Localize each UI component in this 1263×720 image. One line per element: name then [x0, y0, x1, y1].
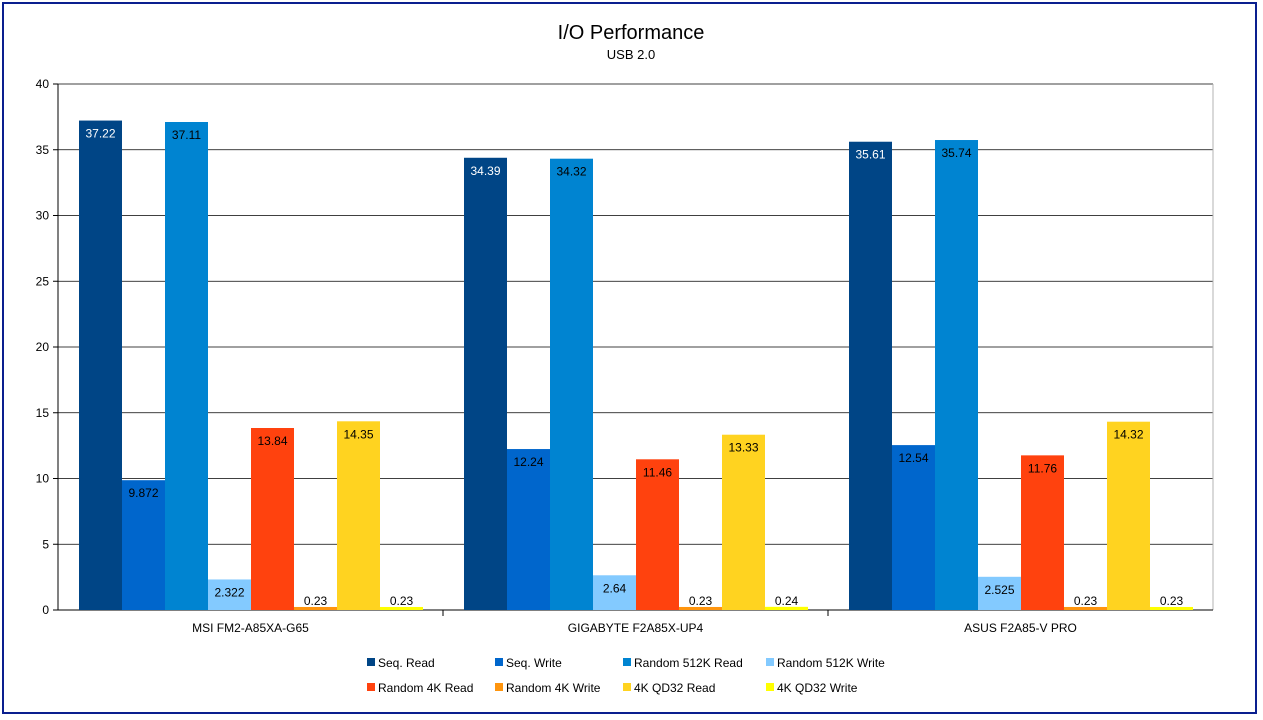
data-label: 0.23: [689, 594, 713, 608]
bar-3-1: [593, 575, 636, 610]
bar-1-1: [507, 449, 550, 610]
bar-3-2: [978, 576, 1021, 610]
bar-4-0: [251, 428, 294, 610]
data-label: 11.76: [1028, 461, 1057, 475]
data-label: 14.35: [343, 427, 373, 441]
data-label: 34.39: [470, 164, 500, 178]
bar-6-0: [337, 421, 380, 610]
bar-0-0: [79, 120, 122, 610]
bar-1-2: [892, 445, 935, 610]
bar-5-1: [679, 606, 722, 610]
chart-subtitle: USB 2.0: [607, 47, 655, 62]
bar-1-0: [122, 480, 165, 610]
legend-swatch: [766, 683, 774, 691]
data-label: 2.525: [984, 583, 1014, 597]
data-label: 0.23: [1074, 594, 1098, 608]
y-tick-label: 40: [36, 77, 50, 91]
legend-swatch: [623, 658, 631, 666]
y-tick-label: 0: [42, 603, 49, 617]
y-tick-label: 10: [36, 472, 50, 486]
data-label: 13.84: [257, 434, 287, 448]
legend-label: Seq. Read: [378, 656, 435, 670]
legend-swatch: [495, 683, 503, 691]
y-tick-label: 20: [36, 340, 50, 354]
legend-swatch: [623, 683, 631, 691]
bar-2-0: [165, 122, 208, 610]
legend-label: Random 4K Read: [378, 681, 473, 695]
data-label: 37.11: [172, 128, 201, 142]
chart-title: I/O Performance: [558, 22, 705, 44]
data-label: 2.64: [603, 581, 627, 595]
data-label: 37.22: [85, 127, 115, 141]
y-tick-label: 25: [36, 274, 50, 288]
bar-2-1: [550, 158, 593, 610]
bar-2-2: [935, 140, 978, 611]
bar-4-2: [1021, 455, 1064, 610]
data-label: 34.32: [556, 165, 586, 179]
bar-0-1: [464, 157, 507, 611]
legend-label: Random 512K Write: [777, 656, 885, 670]
y-tick-label: 5: [42, 537, 49, 551]
legend-swatch: [766, 658, 774, 666]
data-label: 11.46: [643, 465, 672, 479]
data-label: 35.74: [941, 146, 971, 160]
data-label: 0.23: [1160, 594, 1184, 608]
legend-swatch: [495, 658, 503, 666]
y-tick-label: 35: [36, 143, 50, 157]
data-label: 14.32: [1113, 428, 1143, 442]
data-label: 0.23: [304, 594, 328, 608]
bar-7-0: [380, 606, 423, 610]
category-label: ASUS F2A85-V PRO: [964, 621, 1077, 635]
legend-swatch: [367, 683, 375, 691]
data-label: 12.54: [898, 451, 928, 465]
legend-label: Random 512K Read: [634, 656, 743, 670]
data-label: 0.24: [775, 594, 799, 608]
data-label: 12.24: [513, 455, 543, 469]
bar-5-2: [1064, 606, 1107, 610]
data-label: 9.872: [128, 486, 158, 500]
bar-6-1: [722, 434, 765, 610]
y-tick-label: 15: [36, 406, 50, 420]
bar-0-2: [849, 141, 892, 610]
bar-3-0: [208, 579, 251, 610]
category-label: MSI FM2-A85XA-G65: [192, 621, 309, 635]
bar-7-2: [1150, 606, 1193, 610]
legend-label: 4K QD32 Write: [777, 681, 858, 695]
data-label: 0.23: [390, 594, 414, 608]
y-tick-label: 30: [36, 209, 50, 223]
legend-label: Seq. Write: [506, 656, 562, 670]
bar-7-1: [765, 606, 808, 610]
data-label: 35.61: [855, 148, 885, 162]
bar-4-1: [636, 459, 679, 610]
data-label: 13.33: [728, 441, 758, 455]
data-label: 2.322: [214, 585, 244, 599]
bar-5-0: [294, 606, 337, 610]
bar-6-2: [1107, 421, 1150, 610]
category-label: GIGABYTE F2A85X-UP4: [568, 621, 704, 635]
legend-label: Random 4K Write: [506, 681, 601, 695]
legend-swatch: [367, 658, 375, 666]
legend-label: 4K QD32 Read: [634, 681, 715, 695]
